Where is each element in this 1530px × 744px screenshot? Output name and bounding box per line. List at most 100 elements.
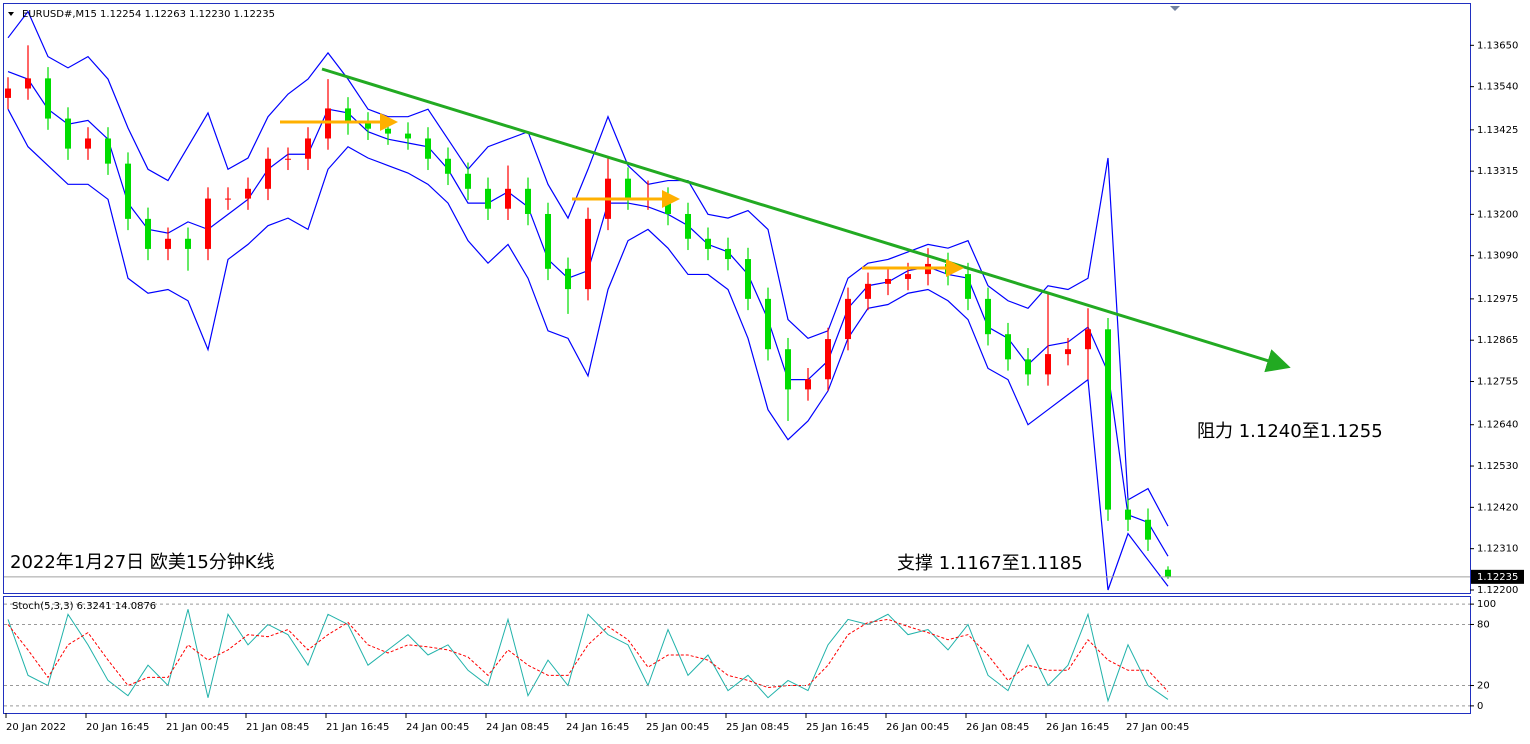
candle-body xyxy=(85,138,91,149)
y-tick-label: 0 xyxy=(1477,701,1483,712)
y-tick-label: 1.12865 xyxy=(1477,335,1518,346)
y-tick-label: 1.12640 xyxy=(1477,420,1518,431)
candle-body xyxy=(305,138,311,159)
stoch-panel xyxy=(3,596,1471,714)
x-tick-label: 25 Jan 00:45 xyxy=(646,722,709,733)
candle-body xyxy=(525,188,531,214)
candle-body xyxy=(1125,509,1131,520)
candle-body xyxy=(225,198,231,200)
x-tick-label: 21 Jan 08:45 xyxy=(246,722,309,733)
x-tick-label: 25 Jan 08:45 xyxy=(726,722,789,733)
candle-body xyxy=(1065,349,1071,355)
x-tick-label: 24 Jan 16:45 xyxy=(566,722,629,733)
y-tick-label: 1.12975 xyxy=(1477,294,1518,305)
candle-body xyxy=(145,218,151,249)
candle-body xyxy=(465,173,471,189)
candle-body xyxy=(285,158,291,160)
annotation: 阻力 1.1240至1.1255 xyxy=(1197,421,1383,442)
candle-body xyxy=(885,278,891,284)
stoch-plot xyxy=(7,609,1169,703)
candle-body xyxy=(485,188,491,209)
chart-title: EURUSD#,M15 1.12254 1.12263 1.12230 1.12… xyxy=(22,9,275,20)
y-tick-label: 80 xyxy=(1477,619,1490,630)
candle-body xyxy=(5,88,11,98)
candle-body xyxy=(265,158,271,189)
candle-body xyxy=(565,268,571,290)
x-tick-label: 20 Jan 16:45 xyxy=(86,722,149,733)
y-tick-label: 1.13425 xyxy=(1477,125,1518,136)
candle-body xyxy=(545,213,551,269)
candle-body xyxy=(1025,359,1031,375)
candle-body xyxy=(365,123,371,129)
shift-marker xyxy=(1170,6,1180,11)
candle-body xyxy=(425,138,431,159)
y-tick-label: 20 xyxy=(1477,681,1490,692)
x-tick-label: 26 Jan 00:45 xyxy=(886,722,949,733)
candle-body xyxy=(865,283,871,299)
y-tick-label: 1.13540 xyxy=(1477,82,1518,93)
y-tick-label: 1.12200 xyxy=(1477,585,1518,596)
candle-body xyxy=(965,274,971,299)
candle-body xyxy=(65,118,71,149)
current-price-box xyxy=(1471,569,1524,584)
x-tick-label: 25 Jan 16:45 xyxy=(806,722,869,733)
y-tick-label: 1.12530 xyxy=(1477,461,1518,472)
candle-body xyxy=(845,298,851,340)
candle-body xyxy=(205,198,211,249)
candle-body xyxy=(725,248,731,260)
x-tick-label: 24 Jan 00:45 xyxy=(406,722,469,733)
candle-body xyxy=(685,213,691,239)
x-tick-label: 26 Jan 16:45 xyxy=(1046,722,1109,733)
candle-body xyxy=(165,238,171,249)
candle-body xyxy=(185,238,191,249)
candle-body xyxy=(745,259,751,299)
current-price-label: 1.12235 xyxy=(1477,572,1518,583)
candle-body xyxy=(45,78,51,119)
annotation: 2022年1月27日 欧美15分钟K线 xyxy=(10,552,275,573)
candle-body xyxy=(245,188,251,199)
candle-body xyxy=(625,178,631,199)
x-tick-label: 27 Jan 00:45 xyxy=(1126,722,1189,733)
candle-body xyxy=(905,274,911,279)
annotation: 支撑 1.1167至1.1185 xyxy=(897,553,1083,574)
x-tick-label: 20 Jan 2022 xyxy=(6,722,66,733)
x-tick-label: 24 Jan 08:45 xyxy=(486,722,549,733)
candle-body xyxy=(505,188,511,209)
candle-body xyxy=(445,158,451,174)
y-tick-label: 1.13090 xyxy=(1477,251,1518,262)
x-tick-label: 21 Jan 00:45 xyxy=(166,722,229,733)
candle-body xyxy=(1085,329,1091,350)
y-tick-label: 1.13315 xyxy=(1477,166,1518,177)
candle-body xyxy=(125,163,131,219)
candle-body xyxy=(105,138,111,164)
y-tick-label: 100 xyxy=(1477,599,1496,610)
x-tick-label: 21 Jan 16:45 xyxy=(326,722,389,733)
candle-body xyxy=(385,128,391,134)
y-tick-label: 1.12755 xyxy=(1477,377,1518,388)
candle-body xyxy=(585,218,591,290)
candle-body xyxy=(765,298,771,350)
trend-line xyxy=(321,67,1291,373)
candle-body xyxy=(1105,329,1111,510)
band-upper xyxy=(7,10,1169,527)
candle-body xyxy=(985,298,991,335)
stoch-line xyxy=(7,618,1169,692)
band-lower xyxy=(7,108,1169,591)
y-tick-label: 1.13200 xyxy=(1477,209,1518,220)
candle-body xyxy=(785,349,791,390)
candle-body xyxy=(1165,569,1171,577)
axes: 1.13650 1.13540 1.13425 1.13315 1.13200 1.130… xyxy=(4,40,1524,733)
candle-body xyxy=(25,78,31,89)
candle-body xyxy=(345,108,351,124)
menu-marker xyxy=(8,12,14,16)
y-tick-label: 1.13650 xyxy=(1477,40,1518,51)
stoch-title: Stoch(5,3,3) 6.3241 14.0876 xyxy=(12,601,156,612)
y-tick-label: 1.12420 xyxy=(1477,502,1518,513)
candle-body xyxy=(665,198,671,214)
candle-body xyxy=(1145,519,1151,540)
candle-body xyxy=(705,238,711,249)
candle-body xyxy=(1045,354,1051,375)
candle-body xyxy=(405,133,411,139)
candle-body xyxy=(825,339,831,380)
